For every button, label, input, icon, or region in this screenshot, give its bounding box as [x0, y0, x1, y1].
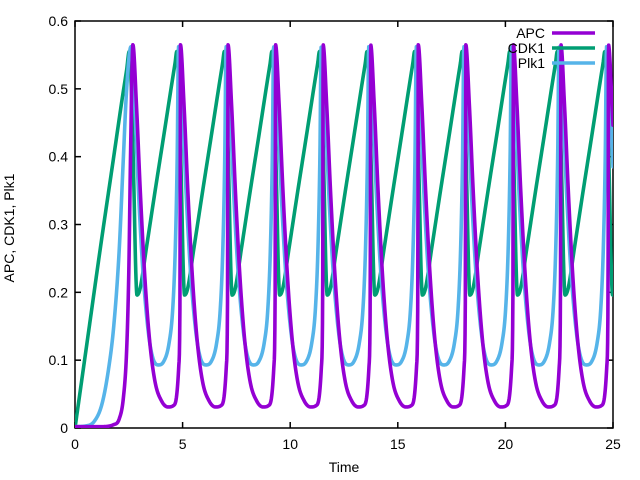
y-tick-label: 0.3: [49, 217, 69, 233]
curves: [75, 42, 613, 428]
x-tick-label: 5: [179, 436, 187, 452]
legend-label-cdk1: CDK1: [508, 40, 546, 56]
y-tick-label: 0.2: [49, 284, 69, 300]
y-tick-label: 0.6: [49, 13, 69, 29]
x-tick-label: 15: [390, 436, 406, 452]
legend-label-apc: APC: [516, 25, 545, 41]
legend-label-plk1: Plk1: [518, 55, 545, 71]
x-tick-label: 25: [605, 436, 621, 452]
x-tick-label: 0: [71, 436, 79, 452]
y-tick-label: 0: [60, 420, 68, 436]
series-line-apc: [75, 42, 613, 428]
y-axis-title: APC, CDK1, Plk1: [1, 173, 17, 282]
axes: 0 5 10 15 20 25 0 0.1 0.2 0.3 0.4 0.5 0.6: [49, 13, 621, 452]
y-tick-label: 0.4: [49, 149, 69, 165]
y-tick-label: 0.5: [49, 81, 69, 97]
x-tick-label: 20: [498, 436, 514, 452]
y-tick-label: 0.1: [49, 352, 69, 368]
x-axis-title: Time: [329, 459, 360, 475]
x-tick-label: 10: [282, 436, 298, 452]
